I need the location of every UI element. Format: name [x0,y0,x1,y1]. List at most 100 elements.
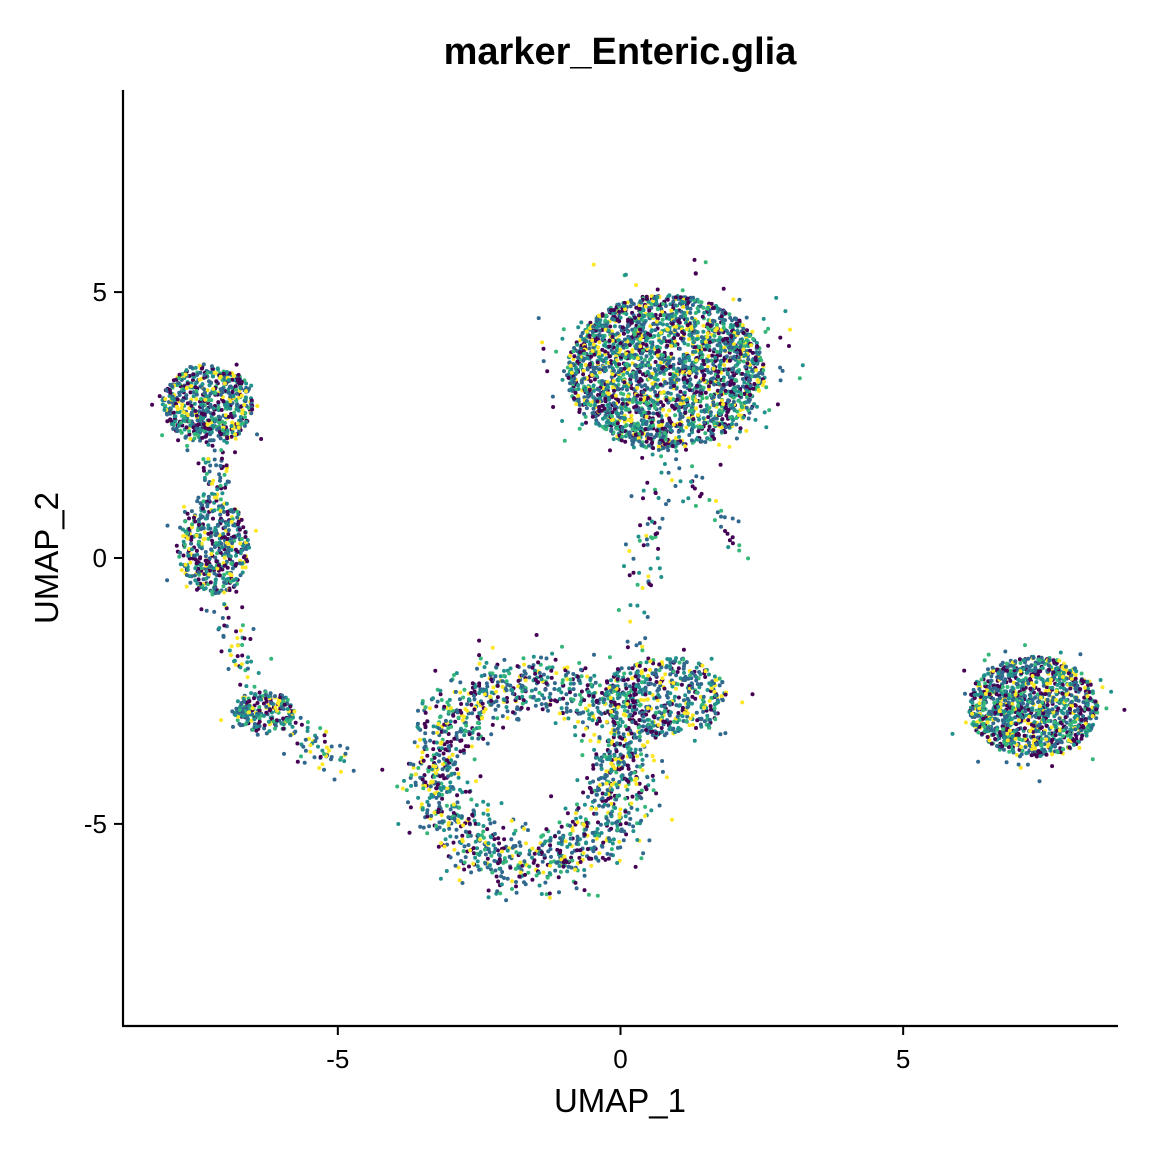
scatter-point [220,518,225,523]
scatter-point [702,362,707,367]
scatter-point [235,421,240,426]
scatter-point [584,406,589,411]
scatter-point [721,375,726,380]
scatter-point [1050,752,1055,757]
scatter-point [580,422,585,427]
scatter-point [193,557,198,562]
scatter-point [656,349,661,354]
scatter-point [730,345,735,350]
scatter-point [229,573,234,578]
scatter-point [993,716,998,721]
scatter-point [184,368,189,373]
scatter-point [662,431,667,435]
scatter-point [694,390,699,394]
scatter-point [670,403,674,408]
scatter-point [235,391,239,396]
scatter-point [216,542,221,547]
scatter-point [185,511,190,516]
scatter-point [202,412,207,417]
scatter-point [997,696,1002,701]
scatter-point [985,735,990,739]
scatter-point [674,309,679,313]
scatter-point [569,370,574,375]
scatter-point [693,349,698,354]
scatter-point [736,355,741,360]
scatter-point [703,390,708,395]
scatter-point [612,403,617,408]
scatter-point [238,541,243,546]
scatter-point [635,385,640,390]
scatter-point [177,393,182,397]
scatter-point [211,386,216,391]
scatter-point [1031,744,1035,749]
scatter-point [588,379,593,384]
scatter-point [184,425,189,430]
scatter-point [1083,721,1088,726]
scatter-point [209,438,214,443]
scatter-point [998,663,1003,668]
scatter-point [643,427,648,432]
scatter-point [973,681,978,686]
scatter-point [739,392,744,397]
scatter-point [1068,686,1073,691]
scatter-point [668,427,673,432]
scatter-point [197,377,202,382]
scatter-point [628,380,633,385]
scatter-point [694,337,699,342]
scatter-point [608,406,613,411]
scatter-point [706,415,711,420]
scatter-point [234,387,238,392]
scatter-point [986,671,991,676]
scatter-point [734,436,739,441]
scatter-point [1061,670,1066,675]
scatter-point [1018,661,1023,665]
scatter-point [988,678,993,683]
scatter-point [621,331,626,336]
scatter-point [218,436,223,441]
scatter-point [1052,742,1057,747]
scatter-point [705,331,710,336]
scatter-point [761,316,766,321]
scatter-point [950,731,955,736]
scatter-point [672,373,677,378]
scatter-point [1094,707,1099,712]
scatter-point [639,442,644,447]
scatter-point [744,384,749,389]
scatter-point [686,342,691,347]
scatter-point [656,413,661,418]
scatter-point [602,343,606,348]
scatter-point [259,437,264,441]
scatter-point [213,577,218,582]
scatter-point [208,402,213,407]
scatter-point [231,509,236,514]
scatter-point [701,358,706,363]
scatter-point [618,315,623,320]
scatter-point [695,306,700,311]
scatter-point [734,416,739,421]
scatter-point [583,414,588,419]
scatter-point [712,421,717,426]
scatter-point [202,530,207,535]
scatter-point [709,358,714,363]
scatter-point [750,367,755,372]
scatter-point [611,437,616,442]
scatter-point [1004,661,1009,666]
scatter-point [1063,664,1068,669]
scatter-point [1073,727,1078,732]
scatter-point [244,420,249,424]
scatter-point [645,432,650,437]
scatter-point [640,360,645,365]
scatter-point [1043,692,1048,696]
scatter-point [189,509,194,514]
scatter-point [704,395,709,400]
scatter-point [682,384,687,389]
scatter-point [195,433,200,438]
scatter-point [996,671,1001,676]
scatter-point [189,541,194,546]
scatter-point [989,709,994,714]
scatter-point [1049,725,1054,730]
scatter-point [1017,657,1022,662]
scatter-point [721,286,726,291]
scatter-point [638,397,643,402]
scatter-point [718,349,723,353]
